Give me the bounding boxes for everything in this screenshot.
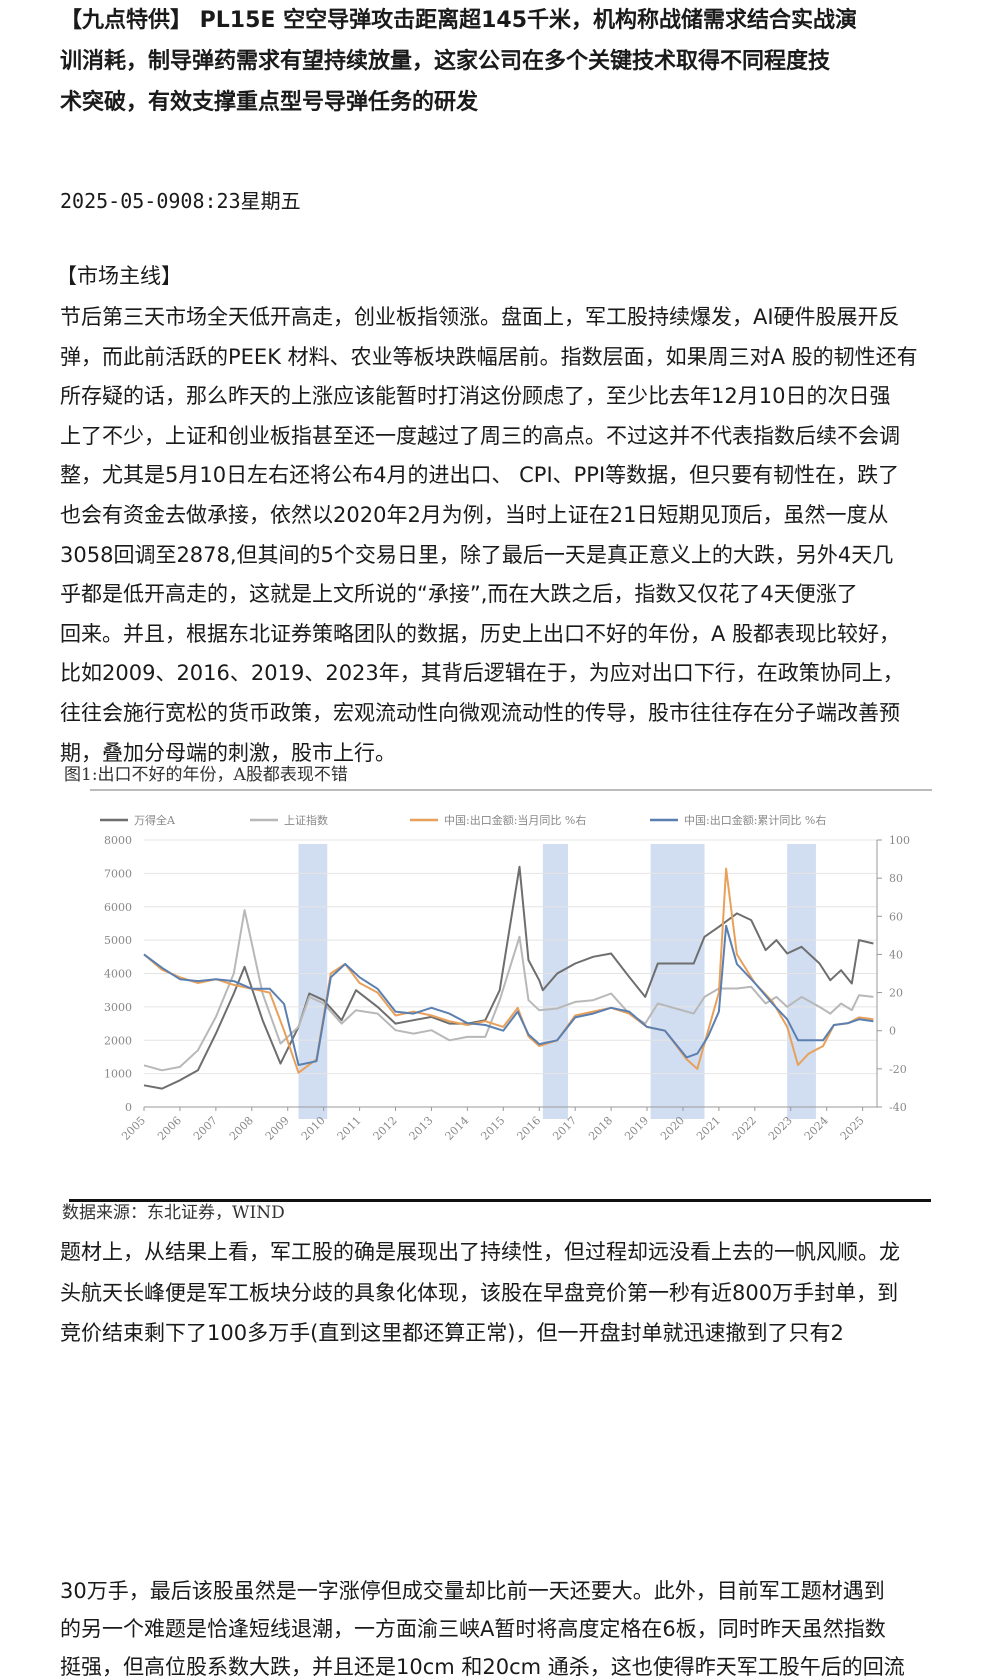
right-tick-label: 60 [889,910,903,923]
paragraph-line: 3058回调至2878,但其间的5个交易日里，除了最后一天是真正意义上的大跌，另… [60,542,894,567]
left-tick-label: 1000 [104,1068,132,1081]
article-dateline: 2025-05-0908:23星期五 [60,189,301,213]
legend-label: 上证指数 [284,813,328,827]
figure-chart: 0 1000 2000 3000 4000 5000 6000 7000 8000 -40 -20 0… [60,789,933,1180]
section-title: 【市场主线】 [56,264,182,288]
right-tick-label: 40 [889,948,903,961]
left-tick-label: 4000 [104,968,132,981]
right-tick-label: 20 [889,987,903,1000]
paragraph-line: 头航天长峰便是军工板块分歧的具象化体现，该股在早盘竞价第一秒有近800万手封单，… [60,1280,899,1305]
paragraph-line: 所存疑的话，那么昨天的上涨应该能暂时打消这份顾虑了，至少比去年12月10日的次日… [60,384,891,409]
right-tick-label: -40 [889,1101,907,1114]
paragraph-line: 比如2009、2016、2019、2023年，其背后逻辑在于，为应对出口下行，在… [60,661,904,686]
paragraph-line: 回来。并且，根据东北证券策略团队的数据，历史上出口不好的年份，A 股都表现比较好… [60,621,901,646]
paragraph-line: 30万手，最后该股虽然是一字涨停但成交量却比前一天还要大。此外，目前军工题材遇到 [60,1579,885,1603]
paragraph-line: 弹，而此前活跃的PEEK 材料、农业等板块跌幅居前。指数层面，如果周三对A 股的… [60,344,918,369]
right-tick-label: 100 [889,834,910,847]
paragraph-line: 期，叠加分母端的刺激，股市上行。 [60,740,396,765]
paragraph-line: 整，尤其是5月10日左右还将公布4月的进出口、 CPI、PPI等数据，但只要有韧… [60,463,900,488]
figure-caption: 图1:出口不好的年份，A股都表现不错 [64,765,348,785]
figure-divider [69,1199,931,1202]
series-line [143,909,874,1072]
legend-label: 中国:出口金额:累计同比 %右 [684,813,826,827]
left-tick-label: 2000 [104,1034,132,1047]
paragraph-line: 也会有资金去做承接，依然以2020年2月为例，当时上证在21日短期见顶后，虽然一… [60,503,889,527]
right-tick-label: 0 [889,1025,896,1038]
legend-label: 中国:出口金额:当月同比 %右 [444,813,586,827]
headline-line: 训消耗，制导弹药需求有望持续放量，这家公司在多个关键技术取得不同程度技 [60,49,831,74]
shaded-period [542,844,568,1119]
paragraph-line: 乎都是低开高走的，这就是上文所说的“承接”,而在大跌之后，指数又仅花了4天便涨了 [60,582,858,607]
chart-frame [60,790,933,1180]
series-line [143,865,874,1090]
left-tick-label: 5000 [104,934,132,947]
right-tick-label: -20 [889,1063,907,1076]
series-line [143,924,874,1066]
paragraph-line: 竞价结束剩下了100多万手(直到这里都还算正常)，但一开盘封单就迅速撤到了只有2 [60,1321,844,1345]
left-tick-label: 0 [125,1101,132,1114]
figure-source: 数据来源：东北证券，WIND [62,1203,285,1223]
headline-line: 【九点特供】 PL15E 空空导弹攻击距离超145千米，机构称战储需求结合实战演 [60,8,858,33]
headline-line: 术突破，有效支撑重点型号导弹任务的研发 [60,90,479,115]
shaded-period [787,844,816,1119]
paragraph-line: 的另一个难题是恰逢短线退潮，一方面渝三峡A暂时将高度定格在6板，同时昨天虽然指数 [60,1617,886,1641]
legend-label: 万得全A [134,813,176,827]
paragraph-line: 节后第三天市场全天低开高走，创业板指领涨。盘面上，军工股持续爆发，AI硬件股展开… [60,305,900,329]
left-tick-label: 8000 [104,834,132,847]
left-tick-label: 3000 [104,1001,132,1014]
left-tick-label: 7000 [104,867,132,880]
paragraph-line: 挺强，但高位股系数大跌，并且还是10cm 和20cm 通杀，这也使得昨天军工股午… [60,1655,905,1679]
shaded-period [650,844,705,1119]
shaded-period [298,844,328,1119]
paragraph-line: 上了不少，上证和创业板指甚至还一度越过了周三的高点。不过这并不代表指数后续不会调 [60,423,900,448]
paragraph-line: 往往会施行宽松的货币政策，宏观流动性向微观流动性的传导，股市往往存在分子端改善预 [60,701,900,725]
right-tick-label: 80 [889,872,903,885]
paragraph-line: 题材上，从结果上看，军工股的确是展现出了持续性，但过程却远没看上去的一帆风顺。龙 [60,1240,900,1264]
left-tick-label: 6000 [104,901,132,914]
